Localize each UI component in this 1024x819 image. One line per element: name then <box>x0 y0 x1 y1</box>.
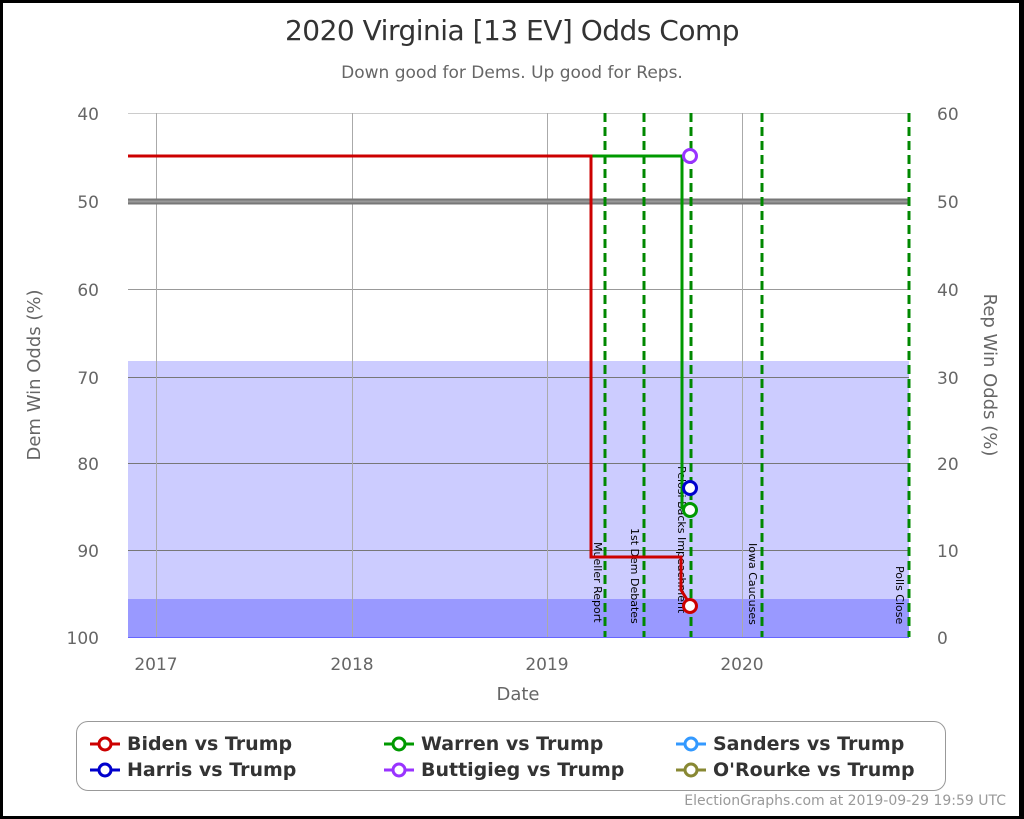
legend-label: Warren vs Trump <box>421 733 604 755</box>
chart-subtitle: Down good for Dems. Up good for Reps. <box>341 63 683 83</box>
legend-label: O'Rourke vs Trump <box>713 759 915 781</box>
solid-dem-band <box>128 599 909 637</box>
right-tick: 20 <box>937 455 959 475</box>
right-tick: 50 <box>937 193 959 213</box>
right-tick: 40 <box>937 281 959 301</box>
line-marker-icon <box>90 762 120 778</box>
event-label-debates: 1st Dem Debates <box>628 528 641 624</box>
chart-title: 2020 Virginia [13 EV] Odds Comp <box>284 14 740 47</box>
x-tick: 2019 <box>525 655 568 675</box>
legend-item-orourke[interactable]: O'Rourke vs Trump <box>675 759 915 781</box>
legend: Biden vs Trump Harris vs Trump Warren vs… <box>76 721 946 791</box>
line-marker-icon <box>676 736 706 752</box>
x-tick: 2017 <box>134 655 177 675</box>
right-tick: 10 <box>937 542 959 562</box>
event-lines <box>603 113 911 637</box>
marker-biden[interactable] <box>682 598 698 614</box>
right-tick: 0 <box>937 629 948 649</box>
event-label-polls-close: Polls Close <box>893 566 906 625</box>
legend-item-harris[interactable]: Harris vs Trump <box>89 759 296 781</box>
legend-label: Harris vs Trump <box>127 759 297 781</box>
x-tick: 2018 <box>330 655 373 675</box>
legend-item-sanders[interactable]: Sanders vs Trump <box>675 733 904 755</box>
line-marker-icon <box>90 736 120 752</box>
right-axis-title: Rep Win Odds (%) <box>979 294 1000 457</box>
legend-label: Buttigieg vs Trump <box>421 759 625 781</box>
left-tick: 100 <box>67 629 99 649</box>
event-label-iowa: Iowa Caucuses <box>746 543 759 625</box>
left-axis-title: Dem Win Odds (%) <box>24 290 45 461</box>
legend-label: Sanders vs Trump <box>713 733 905 755</box>
legend-item-warren[interactable]: Warren vs Trump <box>383 733 603 755</box>
legend-label: Biden vs Trump <box>127 733 293 755</box>
marker-harris[interactable] <box>682 480 698 496</box>
right-tick: 30 <box>937 369 959 389</box>
series-line-biden <box>128 154 693 607</box>
line-marker-icon <box>676 762 706 778</box>
x-tick: 2020 <box>720 655 763 675</box>
source-credit: ElectionGraphs.com at 2019-09-29 19:59 U… <box>684 793 1006 809</box>
right-tick: 60 <box>937 105 959 125</box>
left-tick: 50 <box>77 193 99 213</box>
line-marker-icon <box>384 762 414 778</box>
legend-item-buttigieg[interactable]: Buttigieg vs Trump <box>383 759 624 781</box>
strong-dem-band <box>128 361 909 637</box>
left-tick: 80 <box>77 455 99 475</box>
x-axis-title: Date <box>496 684 539 705</box>
left-tick: 40 <box>77 105 99 125</box>
legend-item-biden[interactable]: Biden vs Trump <box>89 733 292 755</box>
event-label-pelosi: Pelosi Backs Impeachment <box>675 466 688 614</box>
event-label-mueller: Mueller Report <box>591 542 604 623</box>
left-tick: 70 <box>77 369 99 389</box>
line-marker-icon <box>384 736 414 752</box>
left-tick: 90 <box>77 542 99 562</box>
left-tick: 60 <box>77 281 99 301</box>
horizontal-gridlines <box>128 113 909 551</box>
marker-buttigieg[interactable] <box>682 148 698 164</box>
marker-warren[interactable] <box>682 502 698 518</box>
